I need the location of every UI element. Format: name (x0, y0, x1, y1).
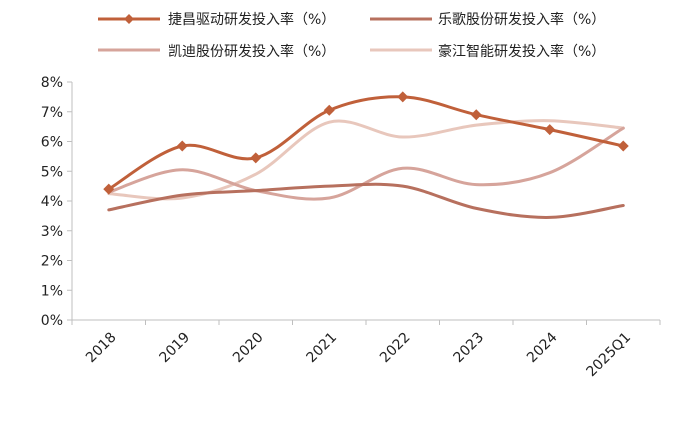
series-1-point (617, 140, 629, 152)
x-tick-label: 2019 (157, 330, 194, 367)
series-1-point (103, 183, 115, 195)
legend-label-4: 豪江智能研发投入率（%） (438, 43, 605, 60)
series-1-point (323, 104, 335, 116)
x-tick-label: 2018 (83, 330, 120, 367)
legend-item: 豪江智能研发投入率（%） (370, 43, 605, 60)
series-1-point (544, 124, 556, 136)
x-tick-label: 2023 (451, 330, 488, 367)
series-line-2 (107, 182, 625, 219)
x-tick-label: 2021 (304, 330, 341, 367)
y-tick-label: 2% (41, 254, 63, 270)
legend-label-2: 乐歌股份研发投入率（%） (438, 11, 605, 28)
legend-item: 乐歌股份研发投入率（%） (370, 11, 605, 28)
x-tick-label: 2025Q1 (583, 330, 634, 381)
x-tick-label: 2024 (524, 329, 561, 366)
y-tick-label: 5% (41, 164, 63, 180)
series-1-point (176, 140, 188, 152)
series-layer (103, 91, 629, 219)
series-1-point (470, 109, 482, 121)
series-line-4 (107, 119, 625, 201)
series-1-point (250, 152, 262, 164)
y-tick-label: 6% (41, 135, 63, 151)
series-1-point (397, 91, 409, 103)
y-tick-label: 3% (41, 224, 63, 240)
legend-label-3: 凯迪股份研发投入率（%） (168, 43, 335, 60)
x-tick-label: 2020 (230, 330, 267, 367)
legend-item: 凯迪股份研发投入率（%） (98, 43, 335, 60)
y-tick-label: 1% (41, 283, 63, 299)
y-tick-label: 0% (41, 313, 63, 329)
y-tick-label: 8% (41, 75, 63, 91)
y-tick-label: 7% (41, 105, 63, 121)
series-line-3 (107, 126, 625, 201)
x-tick-label: 2022 (377, 330, 414, 367)
legend-marker-1 (124, 14, 134, 24)
legend: 捷昌驱动研发投入率（%） 乐歌股份研发投入率（%） 凯迪股份研发投入率（%） 豪… (98, 11, 605, 60)
legend-item: 捷昌驱动研发投入率（%） (98, 11, 335, 28)
y-tick-label: 4% (41, 194, 63, 210)
legend-label-1: 捷昌驱动研发投入率（%） (168, 11, 335, 28)
